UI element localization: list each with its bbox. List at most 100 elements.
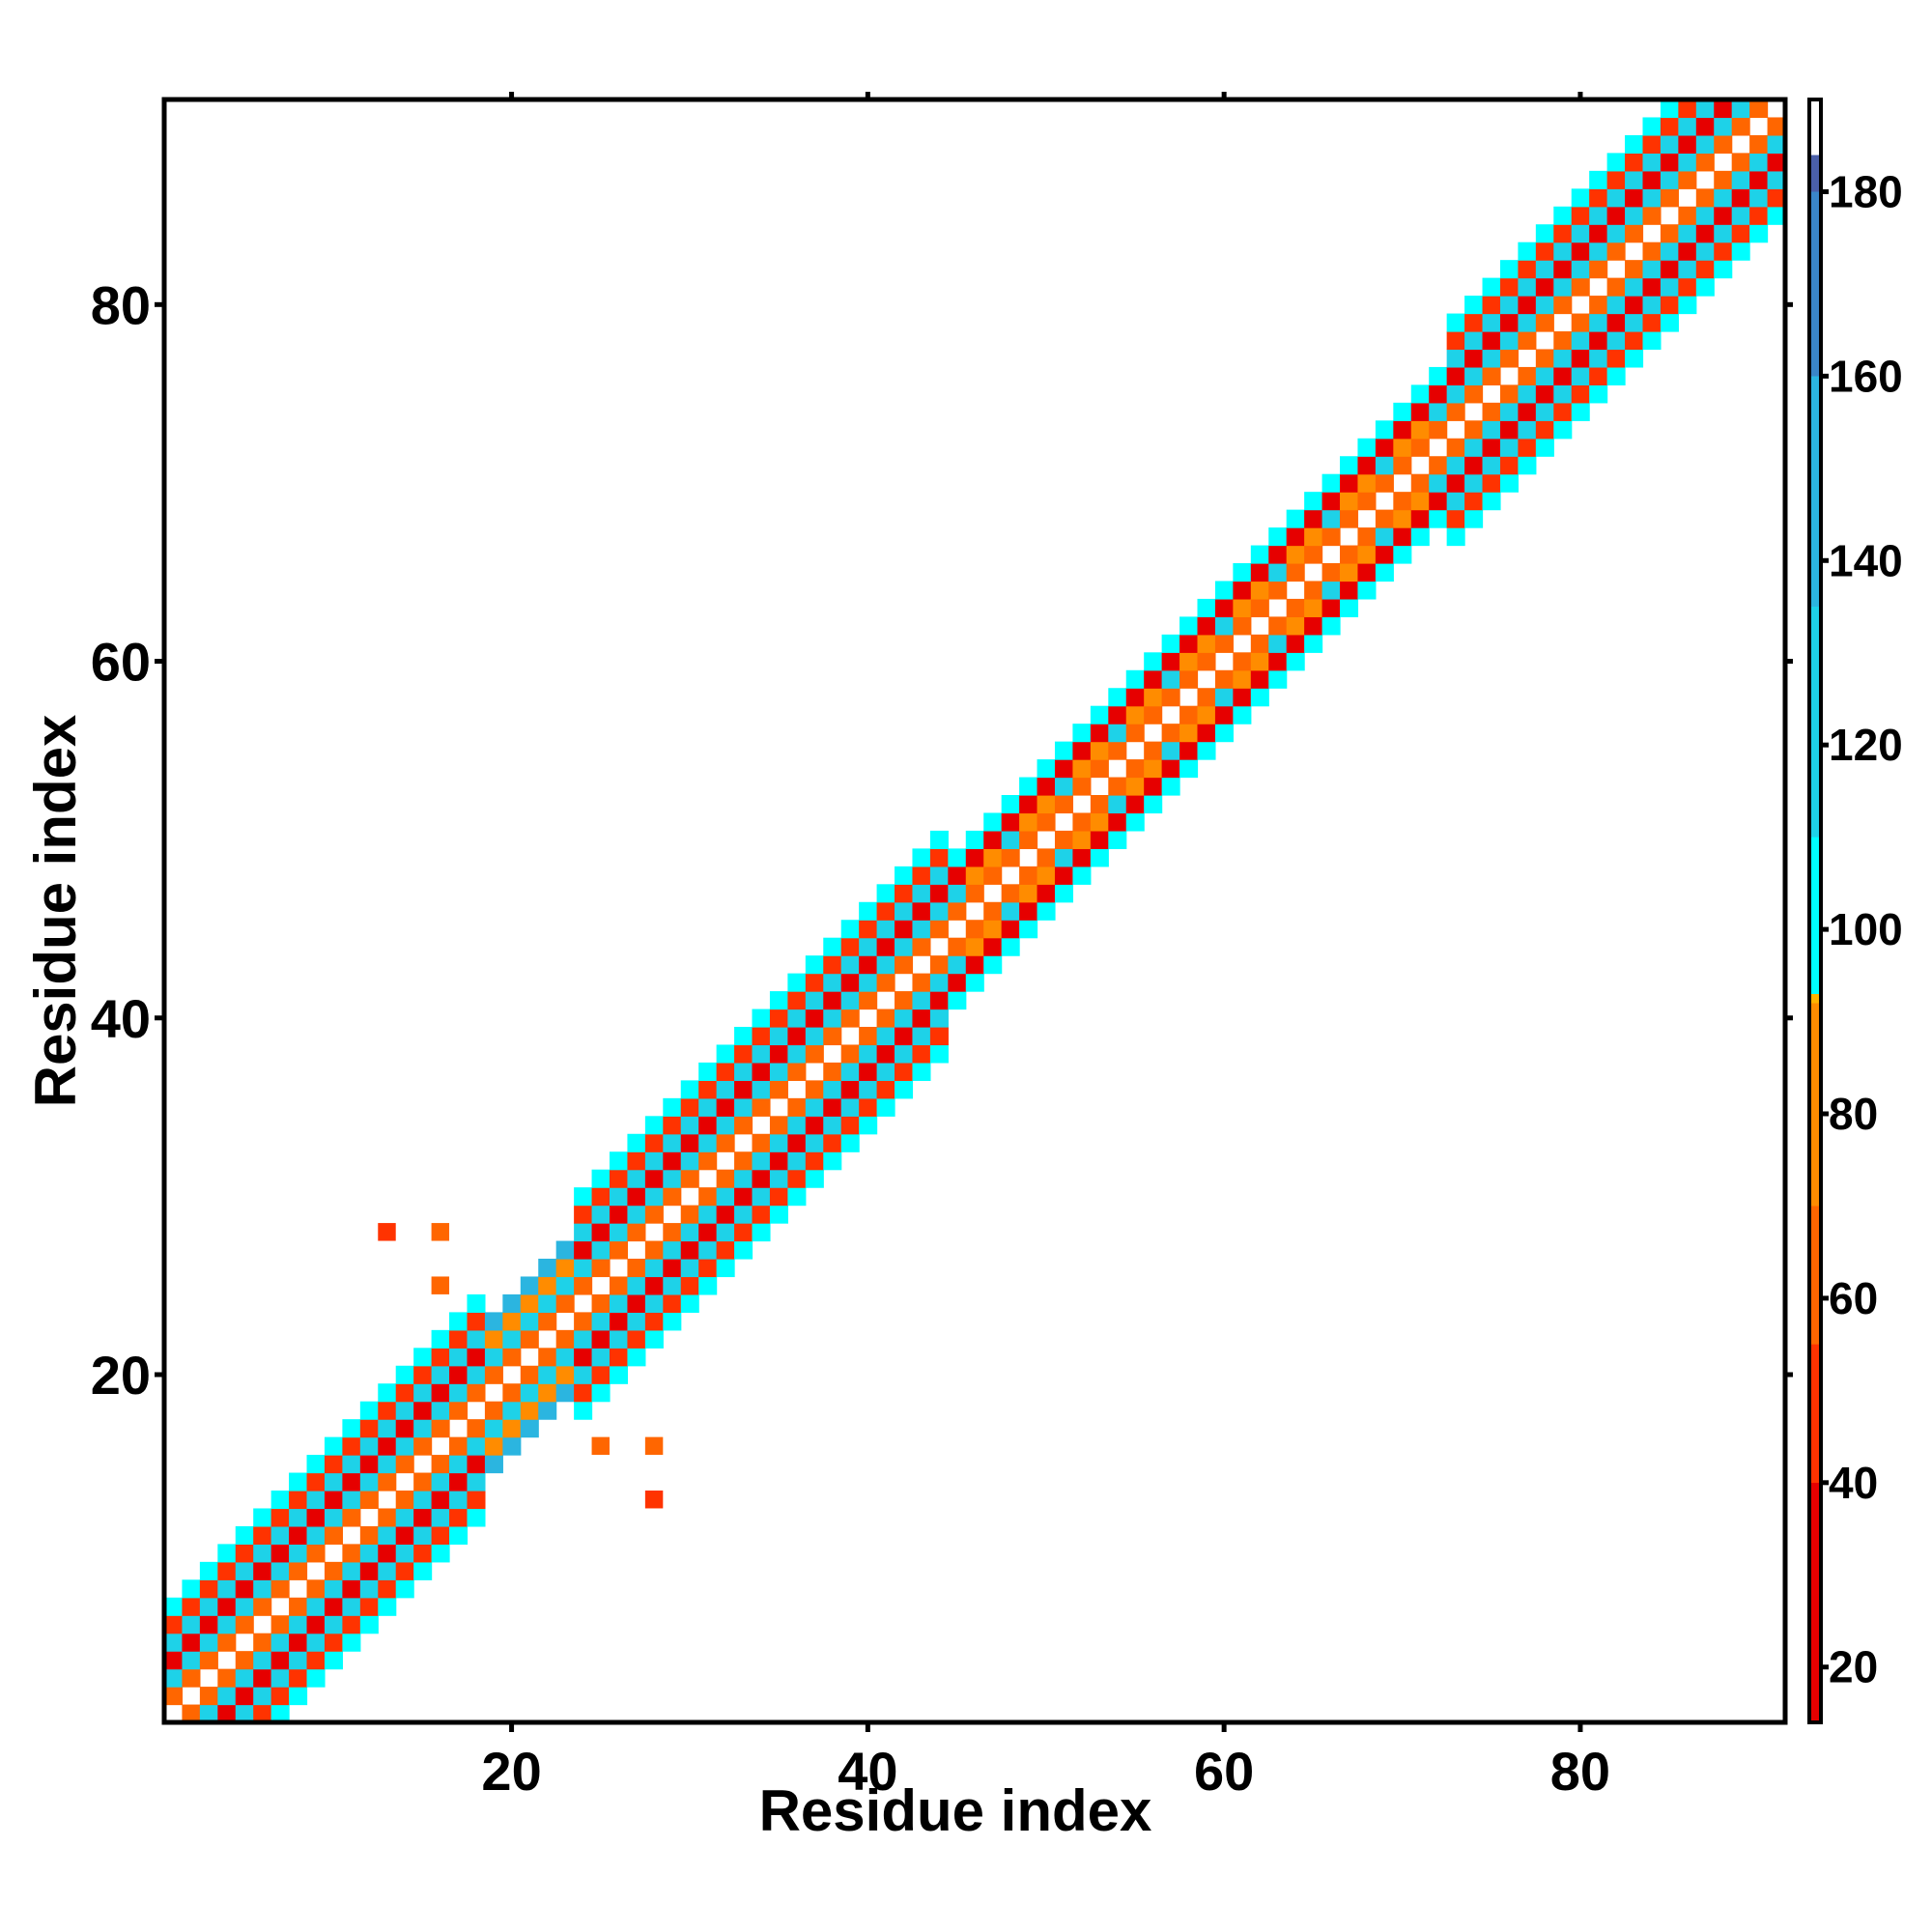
heatmap-cell <box>823 991 842 1010</box>
heatmap-cell <box>1678 206 1697 225</box>
heatmap-cell <box>1429 384 1448 404</box>
heatmap-cell <box>1482 366 1501 385</box>
heatmap-cell <box>1090 795 1109 814</box>
heatmap-cell <box>449 1383 469 1403</box>
heatmap-cell <box>574 1348 593 1367</box>
heatmap-cell <box>1393 509 1412 528</box>
heatmap-cell <box>324 1633 343 1652</box>
heatmap-cell <box>1037 866 1056 885</box>
heatmap-cell <box>1714 117 1733 136</box>
heatmap-cell <box>449 1525 469 1545</box>
heatmap-cell <box>1161 777 1180 796</box>
axis-ticks: 20 40 60 80 20 40 60 80 <box>91 92 1793 1802</box>
heatmap-cell <box>378 1544 397 1563</box>
heatmap-cell <box>929 991 949 1010</box>
heatmap-cell <box>324 1525 343 1545</box>
heatmap-cell <box>1446 527 1465 547</box>
heatmap-cell <box>289 1615 308 1634</box>
heatmap-cell <box>1571 384 1590 404</box>
colorbar-tick-label: 120 <box>1829 720 1903 770</box>
heatmap-cell <box>289 1525 308 1545</box>
heatmap-cell <box>805 1044 824 1064</box>
heatmap-cell <box>769 1116 788 1135</box>
heatmap-cell <box>1749 188 1769 208</box>
heatmap-cell <box>948 884 967 903</box>
heatmap-cell <box>1482 277 1501 297</box>
heatmap-cell <box>1179 616 1199 636</box>
heatmap-cell <box>752 1205 771 1224</box>
heatmap-cell <box>270 1561 290 1580</box>
heatmap-cell <box>1357 527 1377 547</box>
heatmap-cell <box>253 1668 272 1688</box>
heatmap-cell <box>1678 99 1697 119</box>
heatmap-cell <box>840 1062 860 1081</box>
heatmap-cell <box>431 1383 450 1403</box>
heatmap-cell <box>467 1293 486 1313</box>
heatmap-cell <box>698 1097 718 1117</box>
heatmap-cell <box>199 1561 218 1580</box>
heatmap-cell <box>574 1401 593 1420</box>
heatmap-cell <box>502 1436 522 1456</box>
heatmap-cell <box>502 1419 522 1438</box>
heatmap-cell <box>1161 759 1180 779</box>
heatmap-cell <box>1037 759 1056 779</box>
heatmap-cell <box>716 1097 735 1117</box>
heatmap-cell <box>413 1561 433 1580</box>
heatmap-cell <box>1125 705 1145 724</box>
heatmap-cell <box>449 1508 469 1527</box>
heatmap-cell <box>1090 759 1109 779</box>
heatmap-cell <box>805 1027 824 1046</box>
heatmap-cell <box>1518 420 1537 440</box>
heatmap-cell <box>306 1615 326 1634</box>
heatmap-cell <box>823 1062 842 1081</box>
heatmap-cell <box>164 1615 184 1634</box>
heatmap-cell <box>1589 224 1608 243</box>
heatmap-cell <box>644 1293 664 1313</box>
heatmap-cell <box>431 1348 450 1367</box>
heatmap-cell <box>431 1525 450 1545</box>
heatmap-cell <box>1589 366 1608 385</box>
heatmap-cell <box>306 1525 326 1545</box>
heatmap-cell <box>1125 688 1145 707</box>
heatmap-cell <box>929 901 949 921</box>
heatmap-cell <box>1340 545 1359 564</box>
heatmap-cell <box>716 1205 735 1224</box>
heatmap-cell <box>1553 277 1573 297</box>
heatmap-cell <box>538 1365 557 1384</box>
heatmap-cell <box>1410 527 1430 547</box>
heatmap-cell <box>217 1561 237 1580</box>
heatmap-cell <box>1375 545 1394 564</box>
heatmap-cell <box>520 1312 539 1331</box>
heatmap-cell <box>823 1133 842 1152</box>
heatmap-cell <box>574 1205 593 1224</box>
heatmap-cell <box>235 1561 254 1580</box>
heatmap-cell <box>716 1259 735 1278</box>
heatmap-cell <box>235 1525 254 1545</box>
heatmap-cell <box>1625 206 1644 225</box>
heatmap-cell <box>716 1223 735 1242</box>
heatmap-cell <box>1695 99 1715 119</box>
heatmap-cell <box>716 1116 735 1135</box>
heatmap-cell <box>1446 366 1465 385</box>
heatmap-cell <box>395 1455 414 1474</box>
heatmap-cell <box>1499 438 1520 457</box>
heatmap-cell <box>734 1240 753 1260</box>
heatmap-cell <box>1571 313 1590 332</box>
heatmap-cell <box>859 901 878 921</box>
heatmap-cell <box>467 1491 486 1510</box>
heatmap-cell <box>680 1223 699 1242</box>
heatmap-cell <box>431 1401 450 1420</box>
heatmap-cell <box>1446 402 1465 421</box>
heatmap-cell <box>1553 349 1573 368</box>
heatmap-cell <box>680 1259 699 1278</box>
heatmap-cell <box>1535 438 1554 457</box>
heatmap-cell <box>859 955 878 975</box>
heatmap-cell <box>1642 313 1662 332</box>
heatmap-cell <box>1054 741 1074 760</box>
heatmap-cell <box>1286 616 1305 636</box>
heatmap-cell <box>823 973 842 992</box>
heatmap-cell <box>1357 456 1377 475</box>
heatmap-cell <box>716 1080 735 1099</box>
heatmap-cell <box>270 1525 290 1545</box>
heatmap-cell <box>1714 99 1733 119</box>
